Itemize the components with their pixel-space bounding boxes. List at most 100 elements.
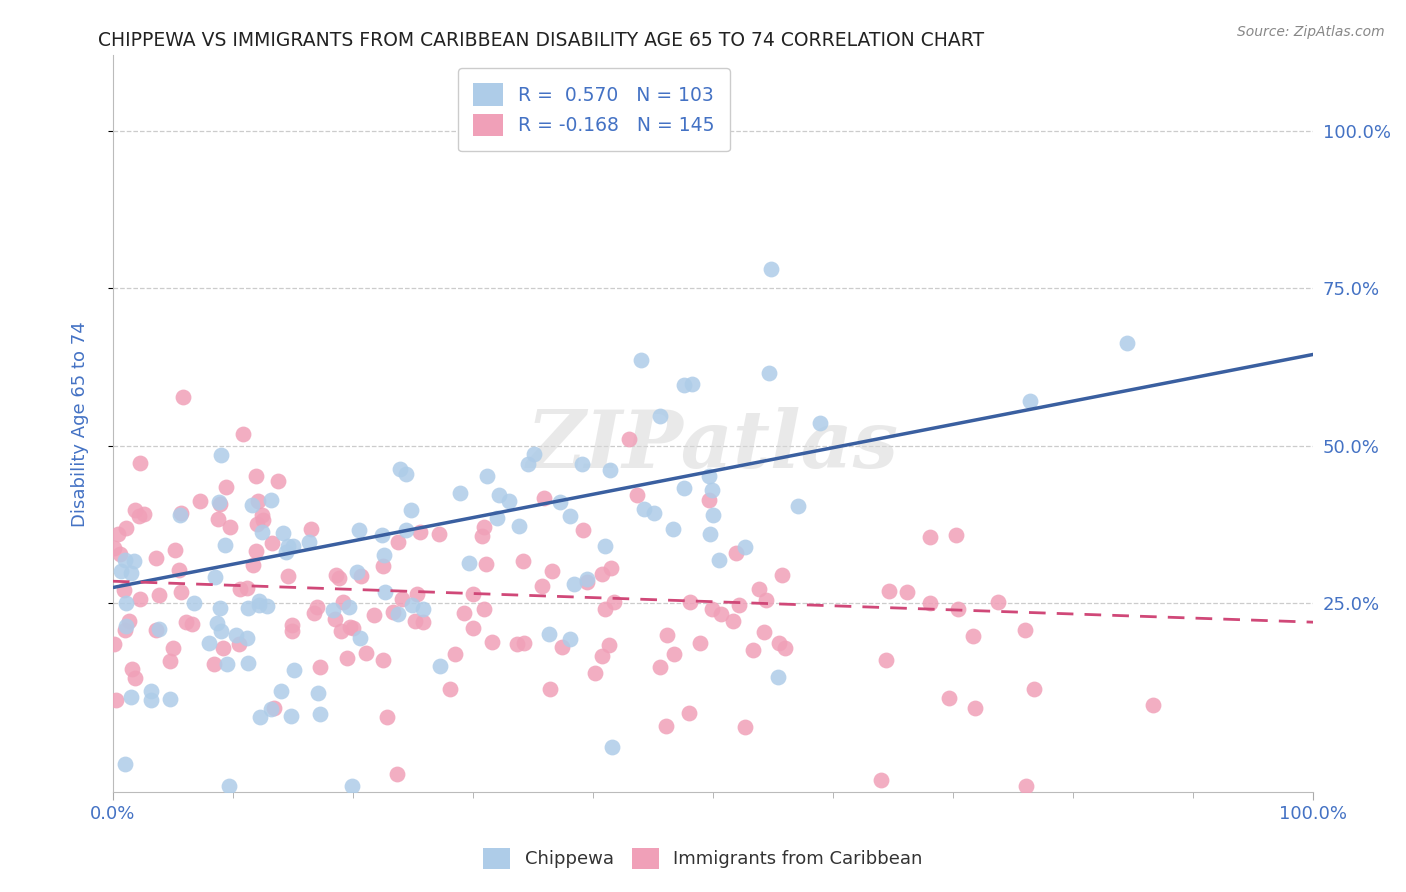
Point [401, 598, 423, 612]
Point [298, 534, 321, 549]
Point [461, 621, 484, 635]
Point [240, 498, 263, 512]
Point [734, 540, 756, 554]
Point [342, 621, 364, 635]
Point [643, 506, 665, 520]
Point [710, 607, 733, 621]
Point [103, 637, 125, 651]
Point [1018, 394, 1040, 409]
Point [329, 624, 352, 638]
Point [551, 640, 574, 655]
Point [339, 620, 361, 634]
Point [1142, 698, 1164, 712]
Point [1015, 779, 1038, 793]
Point [103, 541, 125, 555]
Point [512, 636, 534, 650]
Point [162, 641, 184, 656]
Point [309, 659, 332, 673]
Point [124, 503, 146, 517]
Point [946, 601, 969, 615]
Point [766, 670, 789, 684]
Point [104, 693, 127, 707]
Point [170, 506, 193, 520]
Point [786, 499, 808, 513]
Point [593, 601, 616, 615]
Point [576, 572, 599, 586]
Point [475, 469, 498, 483]
Point [734, 720, 756, 734]
Point [332, 595, 354, 609]
Point [159, 654, 181, 668]
Point [247, 594, 270, 608]
Point [399, 503, 422, 517]
Point [260, 493, 283, 508]
Point [458, 556, 481, 570]
Point [411, 615, 433, 630]
Point [965, 700, 987, 714]
Point [165, 543, 187, 558]
Point [1022, 682, 1045, 697]
Point [721, 614, 744, 628]
Point [229, 582, 252, 596]
Point [214, 538, 236, 552]
Point [114, 552, 136, 566]
Point [349, 524, 371, 538]
Y-axis label: Disability Age 65 to 74: Disability Age 65 to 74 [72, 321, 89, 526]
Point [602, 740, 624, 755]
Point [461, 587, 484, 601]
Point [205, 615, 228, 630]
Point [697, 469, 720, 483]
Point [281, 539, 304, 553]
Point [429, 658, 451, 673]
Point [591, 649, 613, 664]
Point [758, 367, 780, 381]
Text: CHIPPEWA VS IMMIGRANTS FROM CARIBBEAN DISABILITY AGE 65 TO 74 CORRELATION CHART: CHIPPEWA VS IMMIGRANTS FROM CARIBBEAN DI… [98, 31, 984, 50]
Point [121, 662, 143, 676]
Point [617, 432, 640, 446]
Point [679, 594, 702, 608]
Point [571, 457, 593, 471]
Point [702, 483, 724, 498]
Point [283, 663, 305, 677]
Point [228, 637, 250, 651]
Point [630, 352, 652, 367]
Point [681, 377, 703, 392]
Point [204, 570, 226, 584]
Point [560, 508, 582, 523]
Point [387, 535, 409, 549]
Point [323, 612, 346, 626]
Point [727, 599, 749, 613]
Text: Source: ZipAtlas.com: Source: ZipAtlas.com [1237, 25, 1385, 39]
Point [405, 587, 427, 601]
Point [212, 641, 235, 656]
Point [236, 581, 259, 595]
Point [242, 558, 264, 573]
Point [349, 631, 371, 645]
Point [449, 486, 471, 500]
Point [259, 702, 281, 716]
Point [725, 546, 748, 560]
Point [336, 651, 359, 665]
Point [439, 682, 461, 697]
Point [339, 600, 361, 615]
Point [575, 575, 598, 590]
Point [281, 618, 304, 632]
Point [409, 525, 432, 540]
Point [508, 519, 530, 533]
Point [474, 558, 496, 572]
Point [129, 592, 152, 607]
Point [120, 690, 142, 704]
Point [938, 690, 960, 705]
Point [236, 657, 259, 671]
Point [1014, 623, 1036, 637]
Point [986, 595, 1008, 609]
Point [209, 448, 232, 462]
Point [209, 624, 232, 638]
Point [453, 606, 475, 620]
Point [346, 565, 368, 579]
Point [472, 602, 495, 616]
Point [114, 756, 136, 771]
Point [145, 550, 167, 565]
Point [263, 701, 285, 715]
Point [302, 606, 325, 620]
